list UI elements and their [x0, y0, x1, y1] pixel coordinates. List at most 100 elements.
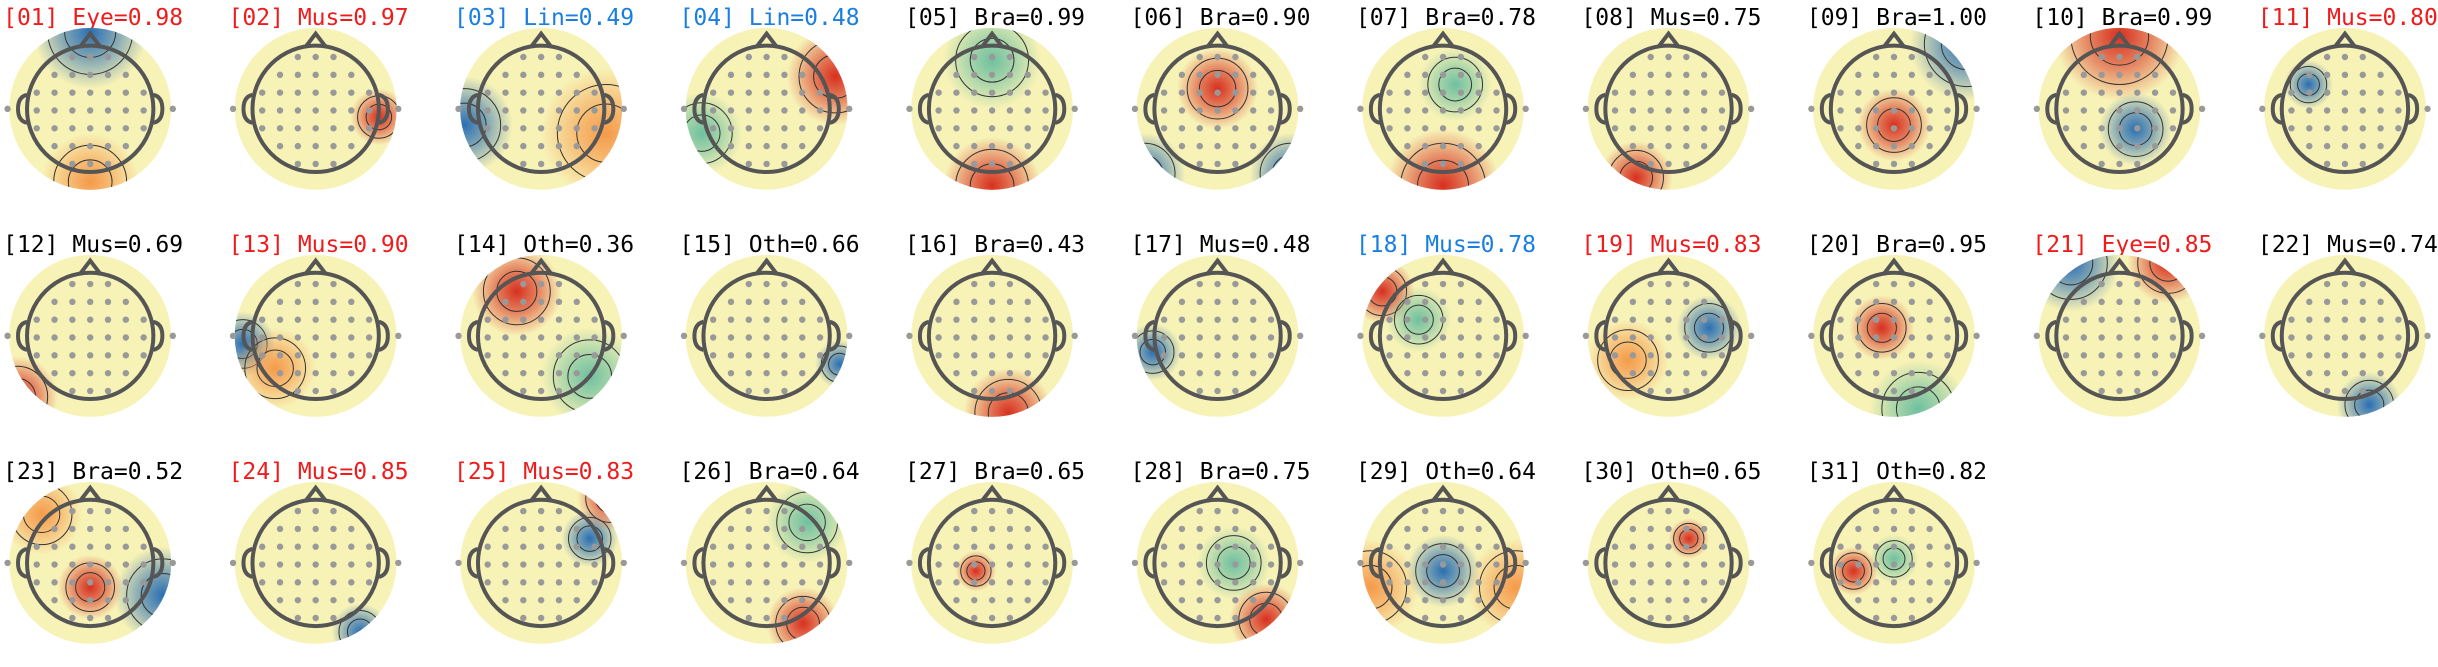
electrode	[86, 298, 94, 306]
electrode	[1006, 142, 1014, 150]
electrode	[763, 160, 770, 168]
ear	[1594, 546, 1606, 579]
electrode	[1024, 525, 1031, 533]
electrode	[1006, 160, 1014, 168]
ear	[1731, 92, 1743, 125]
ear	[1819, 546, 1832, 579]
electrode	[1872, 561, 1880, 568]
electrode	[1071, 332, 1078, 340]
electrode	[502, 107, 509, 114]
electrode	[276, 71, 284, 79]
electrode	[1131, 105, 1139, 113]
electrode	[2359, 369, 2366, 377]
electrode	[330, 107, 337, 114]
head	[1377, 43, 1509, 175]
electrode	[537, 71, 545, 79]
electrode	[1475, 142, 1482, 150]
electrode	[1872, 596, 1880, 604]
electrode	[1232, 387, 1239, 395]
electrode	[1890, 369, 1898, 377]
electrode	[1908, 53, 1916, 61]
ear	[1054, 546, 1067, 579]
electrode	[2062, 89, 2070, 96]
electrode	[1629, 142, 1637, 150]
electrode	[745, 614, 752, 622]
panel: [23] Bra=0.52	[3, 459, 183, 644]
electrode	[953, 316, 960, 323]
electrode	[1665, 561, 1672, 568]
electrode	[709, 107, 717, 114]
electrode	[2134, 369, 2141, 377]
panel-title: [08] Mus=0.75	[1581, 5, 1761, 31]
ear	[1054, 92, 1067, 125]
electrode	[591, 125, 598, 132]
electrode	[799, 596, 806, 604]
electrode	[1422, 579, 1429, 586]
ear	[1956, 92, 1969, 125]
electrode	[502, 125, 509, 132]
electrode	[1973, 105, 1980, 113]
electrode	[971, 596, 978, 604]
electrode	[520, 614, 527, 622]
electrode	[1700, 596, 1708, 604]
contour	[1857, 302, 1907, 353]
electrode	[1457, 89, 1465, 96]
electrode	[1700, 369, 1708, 377]
electrode	[2323, 160, 2331, 168]
panel: [31] Oth=0.82	[1807, 459, 1987, 644]
electrode	[484, 543, 491, 550]
electrode	[1439, 507, 1447, 515]
electrode	[1457, 352, 1465, 359]
electrode	[1006, 596, 1014, 604]
electrode	[2134, 107, 2141, 114]
electrode	[1439, 142, 1447, 150]
electrode	[1214, 352, 1221, 359]
electrode	[971, 53, 978, 61]
topomap-blob	[1467, 538, 1525, 636]
electrode	[1250, 334, 1257, 341]
contour	[960, 555, 992, 587]
electrode	[294, 71, 302, 79]
electrode	[727, 142, 735, 150]
electrode	[122, 89, 130, 96]
electrode	[1700, 543, 1708, 550]
electrode	[781, 543, 788, 550]
electrode	[555, 596, 563, 604]
electrode	[763, 614, 770, 622]
electrode	[520, 579, 527, 586]
electrode	[1250, 71, 1257, 79]
electrode	[2323, 53, 2331, 61]
electrode	[2169, 89, 2177, 96]
electrode	[935, 334, 942, 341]
electrode	[1683, 507, 1690, 515]
electrode	[1404, 316, 1411, 323]
electrode	[1665, 89, 1672, 96]
topomap-blob	[2336, 372, 2402, 417]
electrode	[763, 107, 770, 114]
electrode	[2341, 107, 2349, 114]
electrode	[1582, 332, 1590, 340]
contour	[67, 159, 113, 190]
electrode	[86, 387, 94, 395]
electrode	[33, 316, 40, 323]
electrode	[294, 316, 302, 323]
electrode	[988, 507, 996, 515]
electrode	[537, 280, 545, 288]
head	[475, 270, 607, 402]
electrode	[1214, 543, 1221, 550]
electrode	[1808, 559, 1815, 567]
electrode	[1872, 614, 1880, 622]
electrode	[330, 525, 337, 533]
head	[1152, 497, 1283, 629]
electrode	[988, 579, 996, 586]
electrode	[294, 334, 302, 341]
electrode	[555, 561, 563, 568]
topomap-blob	[1249, 133, 1299, 190]
electrode	[988, 614, 996, 622]
contour	[1684, 302, 1734, 353]
electrode	[1837, 125, 1844, 132]
ear	[2270, 92, 2283, 125]
electrode	[2134, 334, 2141, 341]
electrode	[348, 352, 355, 359]
electrode	[727, 71, 735, 79]
